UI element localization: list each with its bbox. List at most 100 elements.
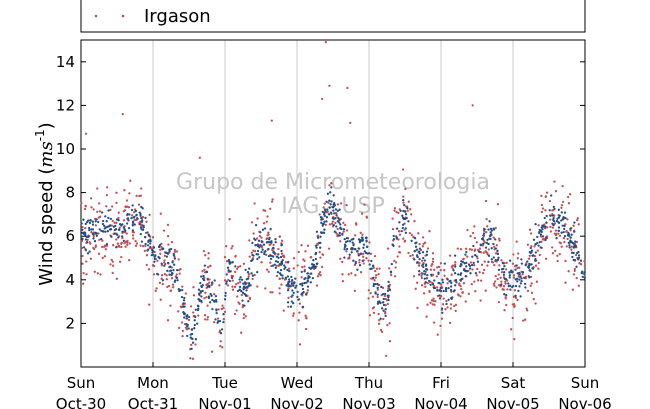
sonic-point <box>276 271 280 274</box>
irgason-point <box>560 245 563 248</box>
sonic-point <box>453 272 457 275</box>
sonic-point <box>193 323 196 327</box>
irgason-point <box>375 267 379 270</box>
irgason-point <box>271 248 274 252</box>
sonic-point <box>168 273 171 276</box>
sonic-point <box>562 230 565 234</box>
sonic-point <box>442 289 445 293</box>
irgason-point <box>454 260 457 264</box>
irgason-point <box>573 267 576 271</box>
sonic-point <box>410 239 413 242</box>
sonic-point <box>291 289 294 292</box>
sonic-point <box>214 294 218 298</box>
irgason-point <box>219 340 222 343</box>
irgason-point <box>185 328 188 331</box>
irgason-point <box>231 285 234 288</box>
irgason-point <box>287 287 290 290</box>
irgason-point <box>360 212 364 215</box>
sonic-point <box>379 317 382 320</box>
irgason-point <box>203 314 207 317</box>
sonic-point <box>301 284 304 287</box>
irgason-point <box>300 276 303 279</box>
sonic-point <box>183 296 186 300</box>
x-tick-label-date: Oct-30 <box>56 395 106 409</box>
irgason-point <box>96 210 99 213</box>
sonic-point <box>579 259 583 262</box>
irgason-point <box>339 257 342 260</box>
sonic-point <box>336 220 339 223</box>
irgason-point <box>417 232 420 235</box>
sonic-point <box>323 220 326 223</box>
sonic-point <box>316 262 319 265</box>
sonic-point <box>364 236 368 240</box>
sonic-point <box>430 273 433 276</box>
irgason-point <box>324 41 327 44</box>
sonic-point <box>534 243 537 246</box>
irgason-point <box>126 243 129 246</box>
sonic-point <box>205 270 209 274</box>
irgason-point <box>481 244 485 247</box>
irgason-point <box>557 232 560 235</box>
sonic-point <box>516 277 519 280</box>
sonic-point <box>351 247 354 250</box>
irgason-point <box>368 314 372 317</box>
sonic-point <box>487 228 490 231</box>
irgason-point <box>280 283 283 286</box>
irgason-point <box>426 303 429 306</box>
irgason-point <box>564 259 567 263</box>
sonic-point <box>519 275 522 278</box>
irgason-point <box>269 207 272 210</box>
sonic-point <box>376 302 380 305</box>
sonic-point <box>196 308 200 312</box>
sonic-point <box>294 286 297 289</box>
irgason-point <box>223 279 227 282</box>
sonic-point <box>170 273 173 277</box>
sonic-point <box>516 280 519 283</box>
irgason-point <box>237 281 240 285</box>
irgason-point <box>148 213 151 216</box>
sonic-point <box>286 268 289 272</box>
irgason-point <box>354 234 357 237</box>
sonic-point <box>583 272 586 276</box>
sonic-point <box>130 216 133 220</box>
sonic-point <box>280 261 283 265</box>
sonic-point <box>355 250 359 253</box>
vertical-grid <box>152 40 514 367</box>
irgason-point <box>267 233 270 236</box>
sonic-point <box>146 231 149 234</box>
irgason-point <box>230 247 233 250</box>
irgason-point <box>521 273 524 276</box>
irgason-point <box>448 254 452 257</box>
irgason-point <box>278 277 282 281</box>
irgason-point <box>558 252 561 256</box>
irgason-point <box>398 230 401 233</box>
irgason-point <box>159 212 162 215</box>
irgason-point <box>572 273 576 276</box>
irgason-point <box>96 187 99 190</box>
sonic-point <box>297 298 300 301</box>
sonic-point <box>198 293 201 296</box>
irgason-point <box>133 211 136 214</box>
sonic-point <box>305 281 308 284</box>
sonic-point <box>270 241 273 244</box>
sonic-point <box>311 266 314 269</box>
sonic-point <box>196 304 200 307</box>
sonic-point <box>144 216 147 220</box>
irgason-point <box>103 245 106 248</box>
irgason-point <box>330 182 333 185</box>
sonic-point <box>557 226 561 229</box>
irgason-point <box>163 261 166 264</box>
irgason-point <box>459 247 463 251</box>
irgason-point <box>430 281 434 284</box>
irgason-point <box>175 273 178 276</box>
sonic-point <box>459 273 462 276</box>
sonic-point <box>401 226 404 230</box>
sonic-point <box>210 294 213 297</box>
sonic-point <box>182 312 186 315</box>
irgason-point <box>434 300 437 303</box>
sonic-point <box>173 263 176 266</box>
sonic-point <box>500 268 504 271</box>
irgason-point <box>327 201 330 205</box>
irgason-point <box>537 224 540 227</box>
sonic-point <box>528 269 531 272</box>
